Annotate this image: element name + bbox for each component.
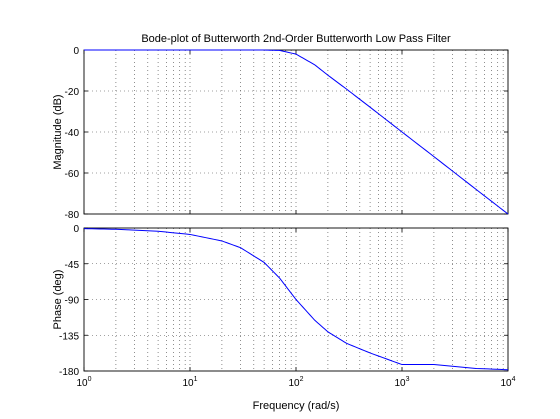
y-tick-label: -80 xyxy=(65,210,80,221)
x-tick-label: 100 xyxy=(76,376,91,389)
x-tick-label-exponent: 0 xyxy=(88,376,92,383)
x-tick-label-base: 10 xyxy=(500,378,512,389)
magnitude-y-axis-label: Magnitude (dB) xyxy=(52,94,64,169)
y-tick-label: 0 xyxy=(73,224,79,235)
x-tick-label: 104 xyxy=(500,376,515,389)
x-tick-label-exponent: 1 xyxy=(194,376,198,383)
y-tick-label: -90 xyxy=(65,296,80,307)
phase-axes: 0 -45 -90 -135 -180 Phase (deg) xyxy=(52,224,509,378)
phase-y-axis-label: Phase (deg) xyxy=(52,270,64,330)
x-tick-label-exponent: 2 xyxy=(300,376,304,383)
y-tick-label: -45 xyxy=(65,260,80,271)
magnitude-axes: 0 -20 -40 -60 -80 Magnitude (dB) xyxy=(52,46,509,221)
x-tick-label-base: 10 xyxy=(182,378,194,389)
magnitude-series-line xyxy=(84,49,509,215)
y-tick-label: -135 xyxy=(59,331,79,342)
x-tick-label: 101 xyxy=(182,376,197,389)
chart-title: Bode-plot of Butterworth 2nd-Order Butte… xyxy=(141,33,451,45)
y-tick-label: -20 xyxy=(65,87,80,98)
y-tick-label: 0 xyxy=(73,46,79,57)
magnitude-frame xyxy=(83,49,509,215)
y-tick-label: -180 xyxy=(59,367,79,378)
x-tick-label: 103 xyxy=(394,376,409,389)
x-axis-label: Frequency (rad/s) xyxy=(253,400,340,412)
y-tick-label: -60 xyxy=(65,169,80,180)
phase-series-line xyxy=(83,228,509,371)
x-tick-label-base: 10 xyxy=(76,378,88,389)
x-tick-label-exponent: 3 xyxy=(406,376,410,383)
x-tick-label-base: 10 xyxy=(394,378,406,389)
y-tick-label: -40 xyxy=(65,128,80,139)
x-tick-label-base: 10 xyxy=(288,378,300,389)
x-tick-label: 102 xyxy=(288,376,303,389)
x-tick-label-exponent: 4 xyxy=(512,376,516,383)
phase-frame xyxy=(83,227,509,372)
